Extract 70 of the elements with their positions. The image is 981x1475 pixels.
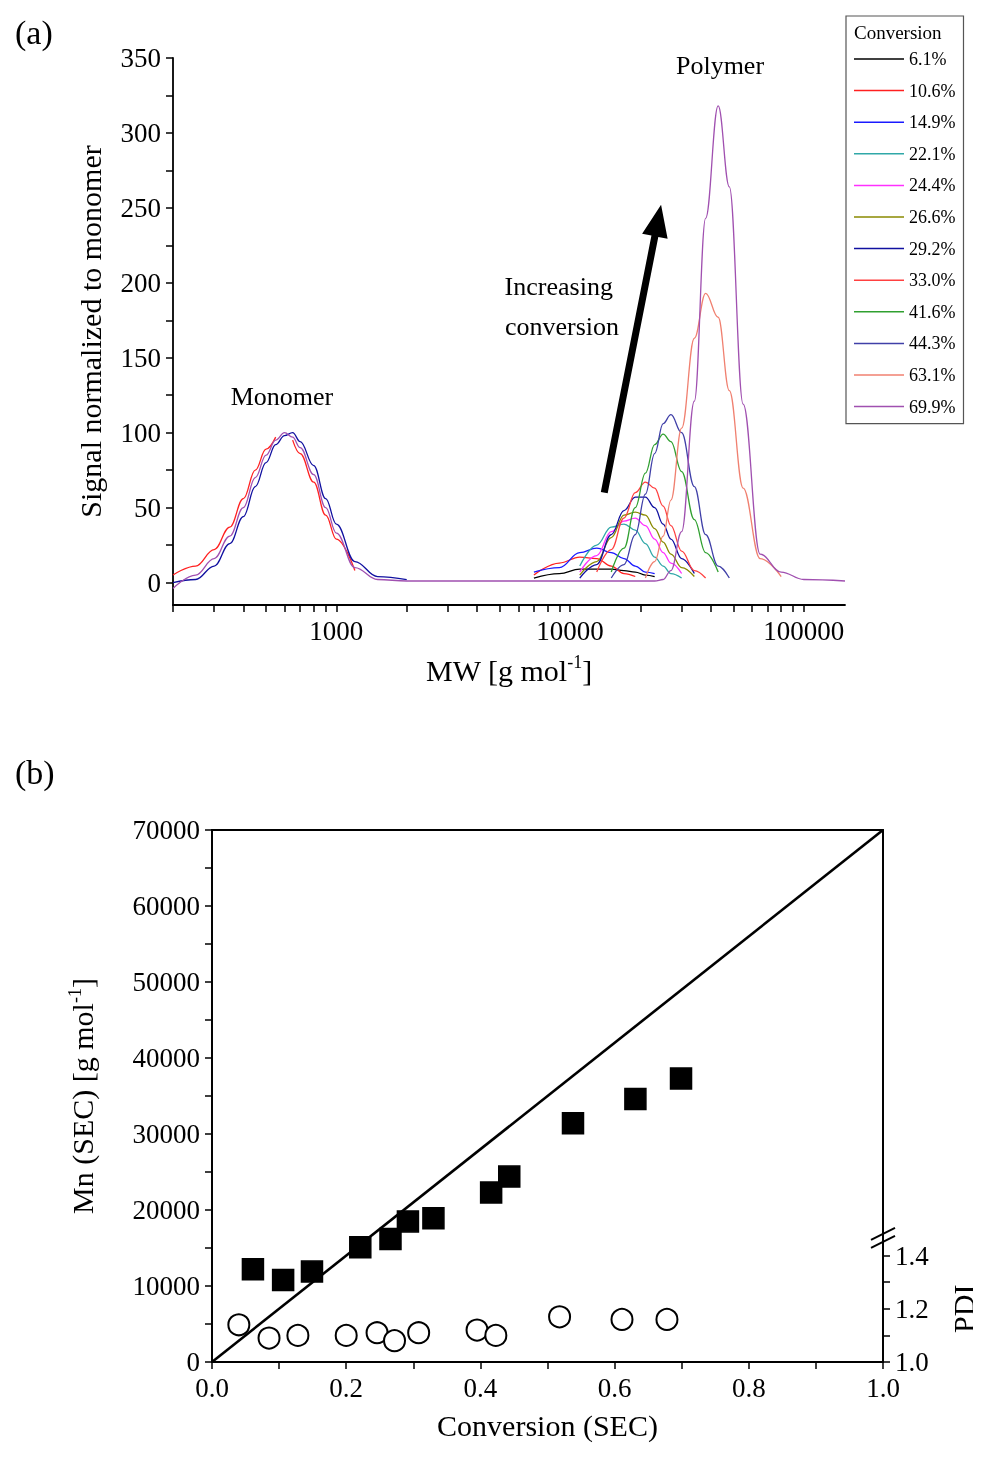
point <box>365 1321 389 1345</box>
legend-label: 63.1% <box>909 365 956 385</box>
x-tick-label: 10000 <box>536 615 604 646</box>
y-tick-label: 100 <box>120 417 161 448</box>
legend-label: 24.4% <box>909 175 956 196</box>
x-tick-label: 0.4 <box>463 1372 498 1403</box>
point <box>498 1165 521 1188</box>
y-tick-label: 50 <box>134 492 161 523</box>
y-tick-label: 70000 <box>132 815 200 845</box>
x-tick-label: 1000 <box>309 615 364 646</box>
y-tick-label: 60000 <box>132 891 200 921</box>
point <box>286 1323 310 1347</box>
annotation: Polymer <box>675 50 765 80</box>
point <box>407 1321 431 1345</box>
x-tick-label: 0.8 <box>731 1372 766 1403</box>
point <box>257 1326 281 1350</box>
point <box>465 1318 489 1342</box>
annotation: Increasing conversion <box>504 271 620 341</box>
y-tick-label: 300 <box>120 117 161 148</box>
y-tick-label: 40000 <box>132 1043 200 1073</box>
point <box>241 1258 265 1281</box>
y-axis-title: Mn (SEC) [g mol-1] <box>64 978 101 1214</box>
y-tick-label: 50000 <box>132 967 200 997</box>
point <box>561 1112 585 1135</box>
point <box>610 1307 634 1331</box>
y2-axis-title: PDI <box>946 1284 980 1333</box>
y-tick-label: 10000 <box>132 1271 200 1301</box>
legend-label: 10.6% <box>909 80 956 101</box>
point <box>383 1329 407 1353</box>
y-tick-label: 200 <box>120 267 161 298</box>
point <box>227 1313 251 1337</box>
legend-label: 26.6% <box>909 207 956 227</box>
point <box>334 1323 358 1347</box>
y2-tick-label: 1.2 <box>895 1293 929 1324</box>
point <box>669 1067 693 1090</box>
point <box>548 1305 572 1329</box>
legend-label: 69.9% <box>909 396 956 417</box>
point <box>479 1181 503 1204</box>
x-tick-label: 100000 <box>763 615 845 646</box>
point <box>422 1207 445 1230</box>
y-tick-label: 30000 <box>132 1119 200 1149</box>
x-tick-label: 0.2 <box>329 1372 364 1403</box>
legend-label: 22.1% <box>909 143 956 164</box>
point <box>300 1260 324 1283</box>
legend-label: 6.1% <box>909 49 947 69</box>
y2-tick-label: 1.4 <box>895 1240 930 1271</box>
point <box>655 1307 679 1331</box>
legend-label: 29.2% <box>909 238 956 259</box>
point <box>484 1323 508 1347</box>
x-tick-label: 0.6 <box>597 1372 632 1403</box>
y-tick-label: 250 <box>120 192 161 223</box>
x-axis-title: Conversion (SEC) <box>437 1408 658 1443</box>
point <box>624 1087 647 1111</box>
y-tick-label: 350 <box>120 43 161 73</box>
point <box>271 1268 295 1292</box>
y-tick-label: 20000 <box>132 1195 200 1225</box>
legend-label: 41.6% <box>909 301 956 322</box>
chart-title: (a) <box>15 13 53 52</box>
annotation: Monomer <box>230 381 334 411</box>
legend-label: 14.9% <box>909 112 956 133</box>
point <box>396 1210 420 1233</box>
legend-label: 33.0% <box>909 270 956 291</box>
y-tick-label: 150 <box>120 342 161 373</box>
legend-label: 44.3% <box>909 333 956 354</box>
y-tick-label: 0 <box>147 567 161 598</box>
y-axis-title: Signal normalized to monomer <box>73 145 107 518</box>
point <box>379 1227 402 1251</box>
point <box>349 1235 372 1259</box>
chart-title: (b) <box>15 753 55 792</box>
legend-title: Conversion <box>854 22 943 43</box>
